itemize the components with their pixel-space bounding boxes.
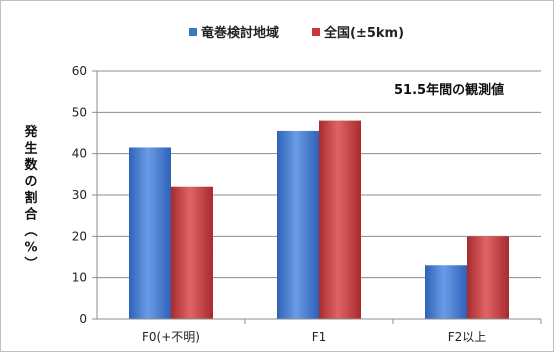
annotation-text: 51.5年間の観測値 xyxy=(394,82,504,98)
y-tick-label: 50 xyxy=(72,105,87,119)
y-tick-label: 20 xyxy=(72,229,87,243)
legend: 竜巻検討地域 全国(±5km) xyxy=(189,25,404,41)
x-category-label: F0(+不明) xyxy=(142,330,200,344)
bar-region xyxy=(129,147,171,319)
bar-region xyxy=(425,265,467,319)
x-category-label: F1 xyxy=(312,330,327,344)
x-category-label: F2以上 xyxy=(448,330,487,344)
legend-label: 全国(±5km) xyxy=(323,25,404,41)
bar-national xyxy=(467,236,509,319)
y-axis-label-text: 発生数の割合︵% ︶ xyxy=(23,124,38,272)
legend-swatch xyxy=(312,28,320,36)
bar-region xyxy=(277,130,319,319)
y-tick-label: 30 xyxy=(72,188,87,202)
y-tick-label: 10 xyxy=(72,271,87,285)
y-axis-label: 発生数の割合︵% ︶ xyxy=(23,124,38,272)
y-tick-label: 60 xyxy=(72,64,87,78)
bars xyxy=(129,120,509,319)
y-tick-label: 40 xyxy=(72,147,87,161)
y-tick-label: 0 xyxy=(79,312,87,326)
bar-national xyxy=(171,186,213,319)
legend-swatch xyxy=(189,28,197,36)
y-tick-labels: 0 10 20 30 40 50 60 xyxy=(72,64,97,326)
legend-label: 竜巻検討地域 xyxy=(201,25,279,41)
bar-national xyxy=(319,120,361,319)
x-axis: F0(+不明) F1 F2以上 xyxy=(97,318,542,344)
